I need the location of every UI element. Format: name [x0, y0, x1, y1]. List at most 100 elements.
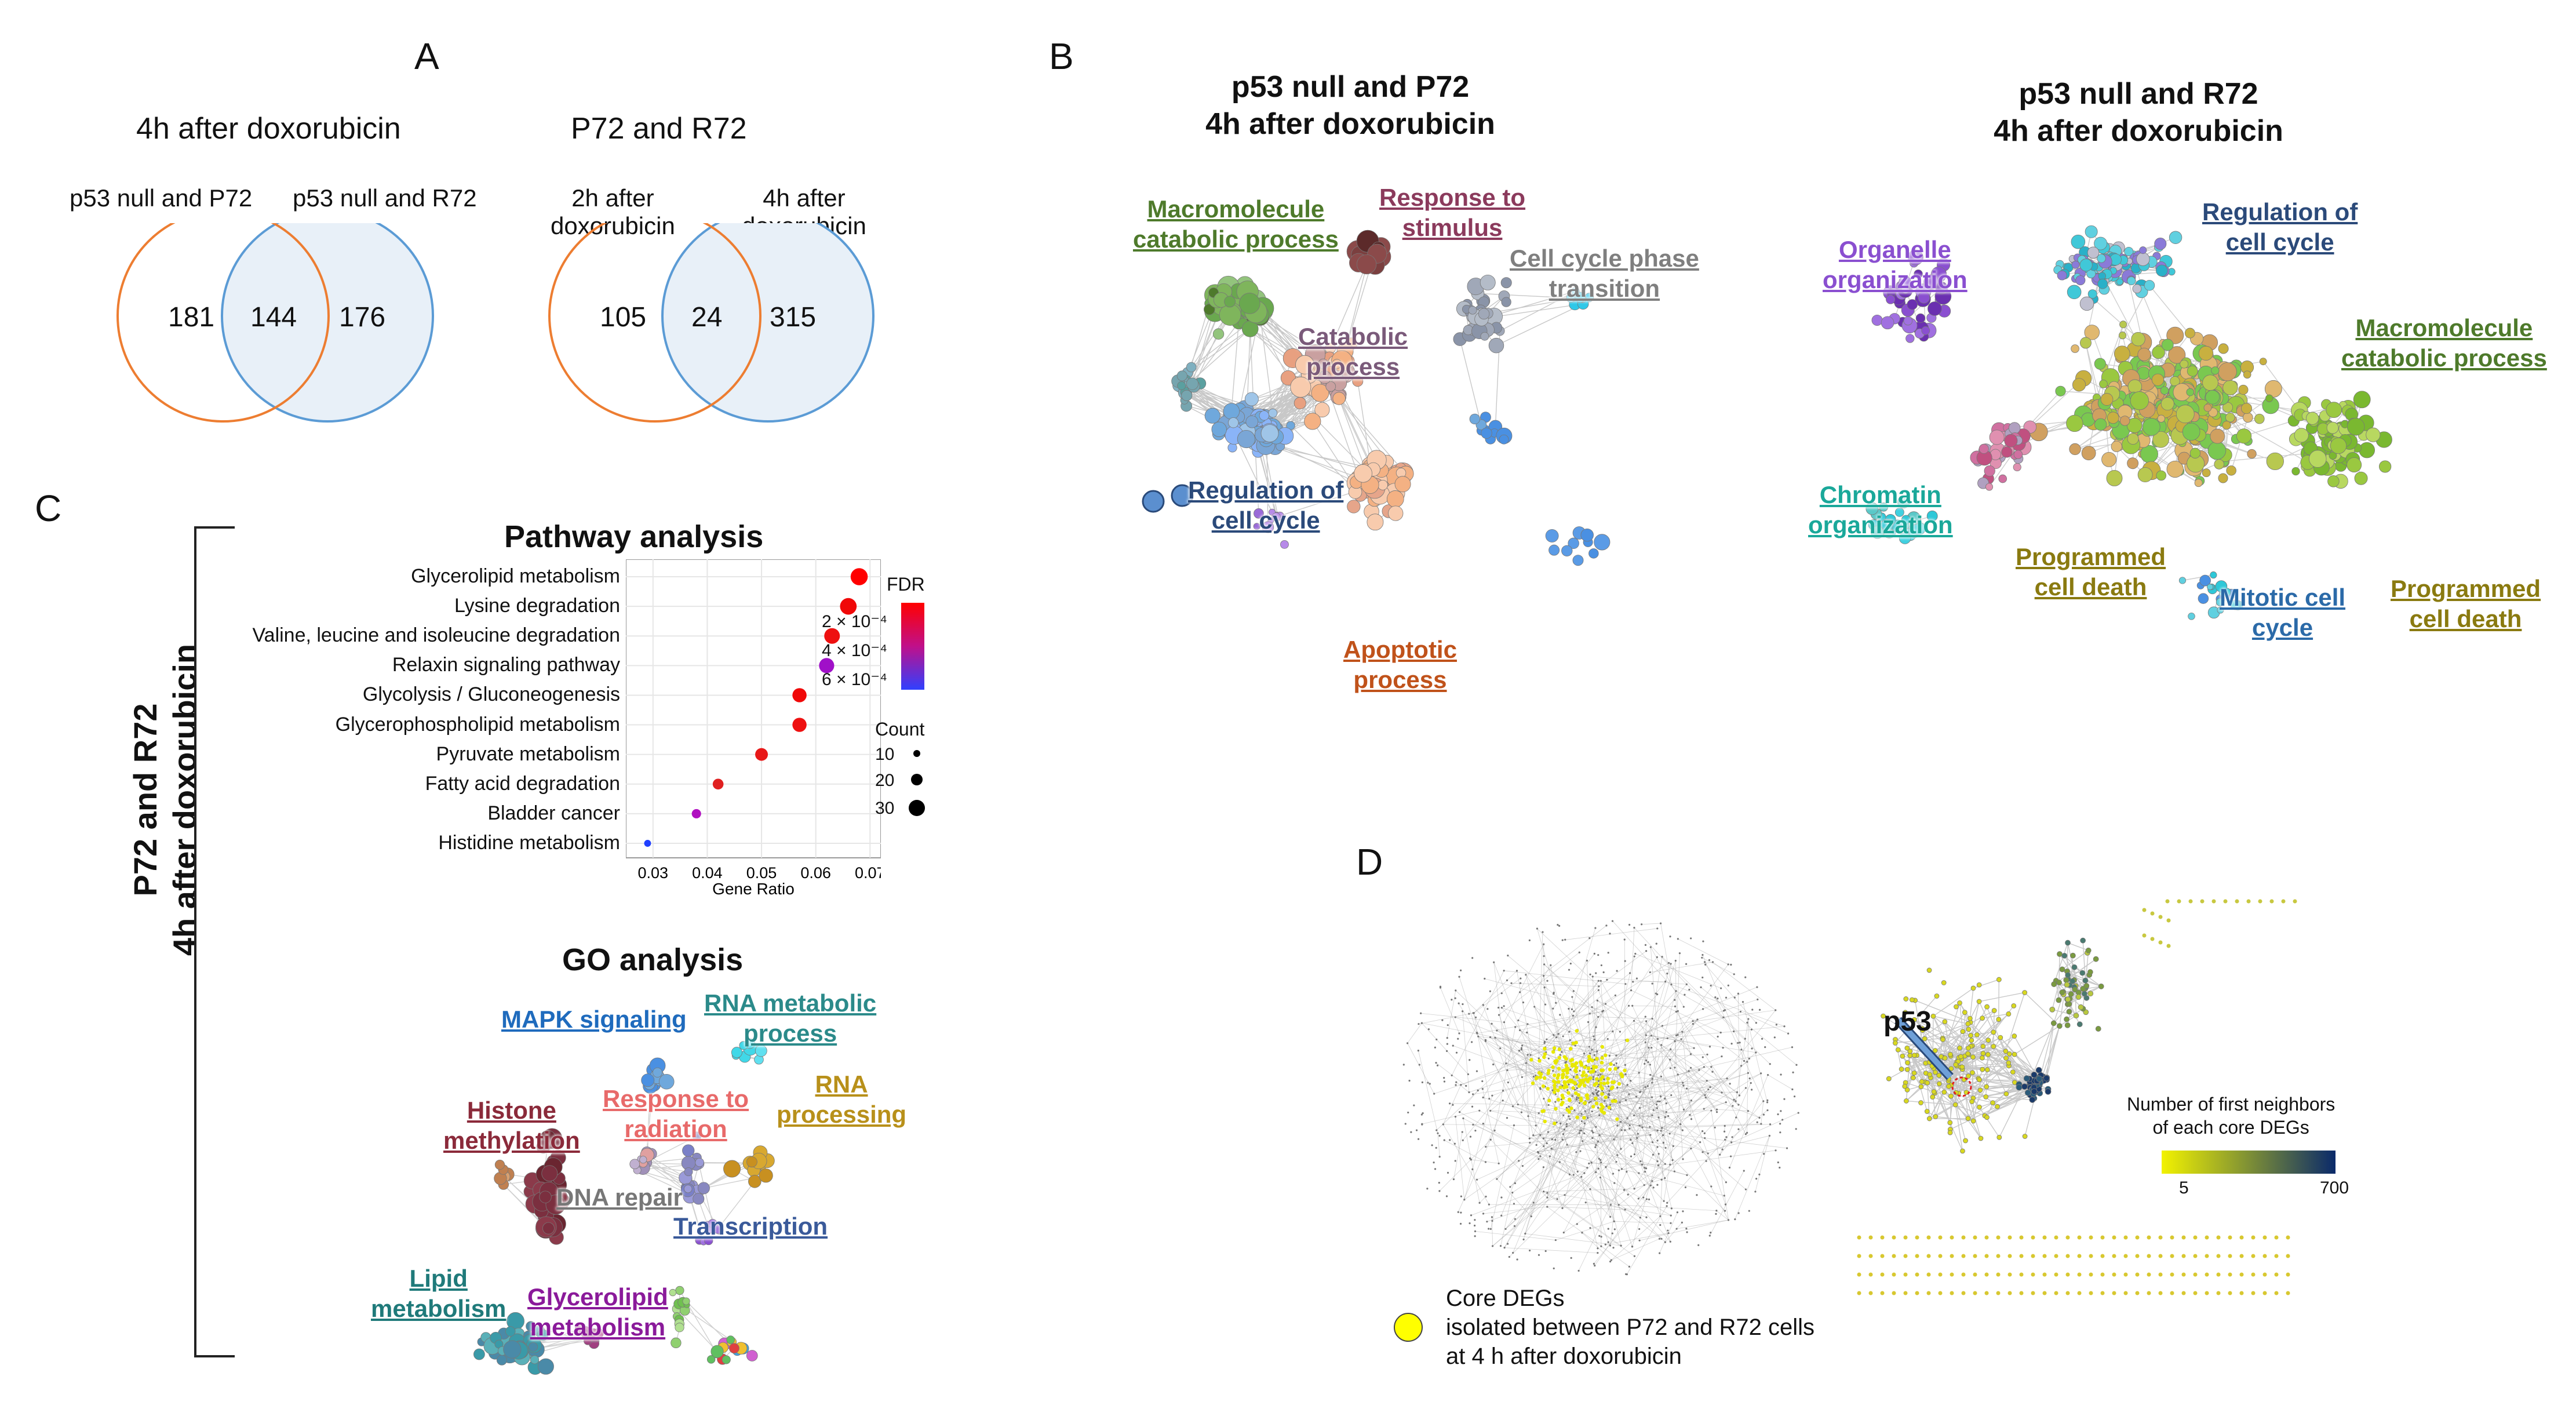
ppi-node — [1613, 1220, 1615, 1222]
ppi-node — [1496, 1178, 1498, 1180]
ppi-node — [1616, 1154, 1619, 1156]
ppi-edge — [1711, 1066, 1746, 1134]
subnet-node — [1910, 1075, 1916, 1080]
ppi-edge — [1478, 1036, 1597, 1052]
ppi-core-deg-node — [1529, 1058, 1533, 1062]
ppi-node — [1547, 1131, 1549, 1133]
net2-node — [2066, 414, 2083, 432]
isolated-node — [1938, 1235, 1943, 1240]
go-node — [693, 1193, 705, 1205]
ppi-edge — [1490, 1110, 1582, 1115]
ppi-node — [1448, 1102, 1451, 1105]
net2-node — [1914, 270, 1923, 279]
ppi-node — [1727, 1219, 1730, 1221]
ppi-node — [1422, 1112, 1424, 1115]
ppi-node — [1580, 1113, 1583, 1115]
ppi-node — [1437, 1132, 1439, 1134]
ppi-node — [1612, 1173, 1615, 1175]
ppi-node — [1509, 1186, 1511, 1188]
subnet-node — [1958, 1054, 1963, 1060]
ppi-core-deg-node — [1617, 1082, 1622, 1086]
net2-node — [2205, 389, 2220, 405]
venn1 — [116, 223, 434, 423]
go-title: GO analysis — [562, 942, 744, 977]
ppi-node — [1779, 1123, 1781, 1125]
ppi-node — [1546, 1038, 1548, 1040]
ppi-node — [1443, 1139, 1445, 1141]
go-edge — [676, 1308, 718, 1352]
ppi-node — [1563, 1129, 1566, 1131]
ppi-node — [1659, 1224, 1662, 1226]
ppi-core-deg-node — [1568, 1098, 1572, 1102]
ppi-edge — [1509, 1168, 1599, 1257]
subnet-node — [2087, 969, 2093, 975]
go-node — [713, 1225, 723, 1235]
ppi-core-deg-node — [1600, 1044, 1605, 1049]
ppi-edge — [1534, 1006, 1554, 1035]
ppi-node — [1595, 1126, 1597, 1128]
ppi-node — [1420, 1022, 1423, 1024]
net2-label-programmed-b-2: cell death — [2409, 605, 2522, 632]
ppi-edge — [1587, 1097, 1652, 1119]
net2-node — [2243, 370, 2251, 379]
isolated-node — [1926, 1235, 1931, 1240]
net2-node — [1915, 313, 1926, 323]
ppi-node — [1670, 1048, 1672, 1050]
ppi-node — [1433, 1162, 1435, 1164]
net2-edge — [2141, 291, 2163, 343]
subnet-edge — [1969, 988, 1974, 1019]
ppi-node — [1693, 1047, 1695, 1049]
subnet-node — [1918, 1084, 1924, 1090]
ppi-edge — [1599, 1135, 1617, 1162]
ppi-edge — [1656, 981, 1666, 994]
ppi-node — [1664, 1146, 1667, 1149]
panel-c-bracket — [194, 526, 235, 1357]
ppi-edge — [1645, 1042, 1684, 1110]
ppi-edge — [1676, 964, 1729, 1036]
ppi-edge — [1505, 1192, 1548, 1229]
ppi-node — [1599, 1176, 1601, 1179]
ppi-edge — [1525, 1063, 1530, 1139]
ppi-edge — [1647, 1086, 1673, 1160]
ppi-node — [1438, 1190, 1441, 1192]
ppi-node — [1413, 1104, 1415, 1106]
ppi-node — [1598, 1235, 1601, 1237]
net2-edge — [2085, 343, 2097, 398]
ppi-node — [1689, 1053, 1692, 1055]
ppi-edge — [1501, 1142, 1531, 1216]
ppi-edge — [1569, 1074, 1601, 1175]
subnet-node — [1941, 1089, 1947, 1095]
ppi-node — [1418, 1023, 1420, 1025]
subnet-node — [2049, 1006, 2056, 1013]
ppi-edge — [1595, 1090, 1667, 1113]
net2-node — [2085, 225, 2098, 238]
ppi-node — [1475, 1178, 1478, 1181]
isolated-node — [2065, 1254, 2070, 1258]
ppi-node — [1434, 1046, 1436, 1049]
subnet-node — [1948, 1093, 1954, 1099]
go-node — [682, 1297, 690, 1305]
net2-node — [2101, 452, 2117, 467]
ppi-node — [1701, 953, 1704, 956]
ppi-edge — [1600, 981, 1609, 1095]
ppi-edge — [1666, 1066, 1712, 1112]
ppi-node — [1514, 1182, 1517, 1185]
subnet-node — [2082, 977, 2089, 984]
ppi-node — [1558, 924, 1561, 927]
ppi-node — [1624, 1064, 1626, 1066]
net2-node — [2306, 412, 2319, 425]
subnet-edge — [2005, 992, 2025, 1051]
net2-node — [2326, 421, 2339, 434]
subnet-edge — [1950, 1122, 1963, 1152]
ppi-node — [1703, 1108, 1705, 1110]
ppi-node — [1780, 1073, 1782, 1076]
ppi-edge — [1566, 1107, 1658, 1162]
ppi-node — [1620, 1244, 1622, 1247]
ppi-node — [1704, 963, 1707, 966]
ppi-node — [1779, 1131, 1781, 1134]
ppi-node — [1596, 999, 1599, 1002]
subnet-edge — [1973, 1090, 1981, 1122]
ppi-edge — [1407, 1022, 1422, 1044]
ppi-node — [1417, 1050, 1420, 1052]
ppi-node — [1633, 1188, 1635, 1190]
